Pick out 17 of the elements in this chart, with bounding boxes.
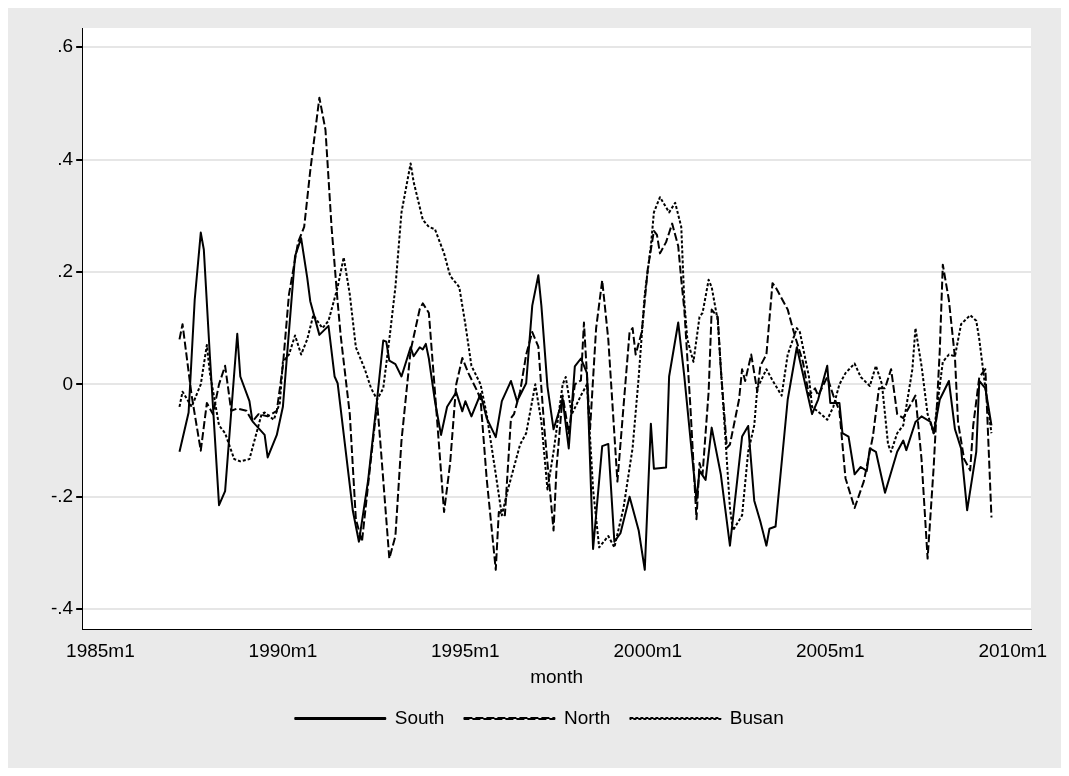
x-tick-label: 2010m1	[978, 640, 1048, 662]
y-tick-label: -.4	[50, 597, 74, 619]
x-tick-label: 1985m1	[66, 640, 135, 662]
x-tick-label: 2005m1	[795, 640, 865, 662]
y-tick-label: .4	[57, 147, 74, 169]
legend-label: South	[394, 706, 445, 728]
line-series	[178, 96, 993, 571]
legend-label: Busan	[729, 706, 784, 728]
legend-label: North	[563, 706, 611, 728]
y-tick-label: 0	[62, 372, 74, 394]
x-axis-title: month	[530, 665, 583, 687]
y-tick-label: .2	[57, 260, 74, 282]
y-tick-label: -.2	[50, 484, 74, 506]
x-tick-label: 1990m1	[248, 640, 318, 662]
x-tick-label: 1995m1	[431, 640, 500, 662]
y-tick-label: .6	[57, 35, 74, 57]
x-tick-label: 2000m1	[613, 640, 683, 662]
